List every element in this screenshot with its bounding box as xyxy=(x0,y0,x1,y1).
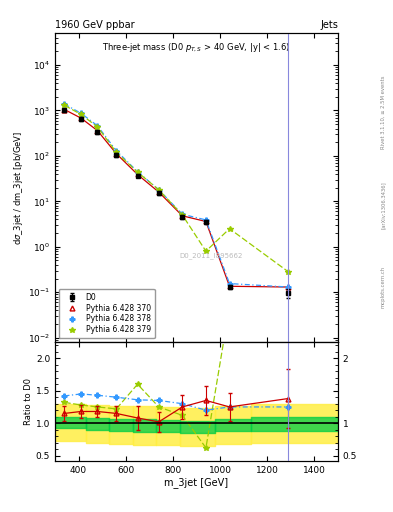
Pythia 6.428 378 xyxy=(204,217,208,223)
Text: 1960 GeV ppbar: 1960 GeV ppbar xyxy=(55,19,135,30)
Pythia 6.428 378 xyxy=(114,147,119,154)
X-axis label: m_3jet [GeV]: m_3jet [GeV] xyxy=(164,477,229,488)
Pythia 6.428 379 xyxy=(227,226,232,232)
Pythia 6.428 370 xyxy=(227,283,232,289)
Pythia 6.428 378 xyxy=(79,110,83,116)
Pythia 6.428 378 xyxy=(286,284,291,290)
Y-axis label: d$\sigma$_3jet / dm_3jet [pb/GeV]: d$\sigma$_3jet / dm_3jet [pb/GeV] xyxy=(12,131,25,245)
Pythia 6.428 370 xyxy=(180,213,185,219)
Text: mcplots.cern.ch: mcplots.cern.ch xyxy=(381,266,386,308)
Pythia 6.428 370 xyxy=(62,106,67,113)
Pythia 6.428 370 xyxy=(204,219,208,225)
Text: Rivet 3.1.10, ≥ 2.5M events: Rivet 3.1.10, ≥ 2.5M events xyxy=(381,76,386,150)
Pythia 6.428 370 xyxy=(286,284,291,290)
Line: Pythia 6.428 378: Pythia 6.428 378 xyxy=(62,102,291,289)
Pythia 6.428 378 xyxy=(95,123,100,129)
Pythia 6.428 370 xyxy=(79,115,83,121)
Line: Pythia 6.428 370: Pythia 6.428 370 xyxy=(62,107,291,289)
Pythia 6.428 378 xyxy=(180,211,185,217)
Pythia 6.428 379 xyxy=(204,248,208,254)
Legend: D0, Pythia 6.428 370, Pythia 6.428 378, Pythia 6.428 379: D0, Pythia 6.428 370, Pythia 6.428 378, … xyxy=(59,289,154,338)
Pythia 6.428 378 xyxy=(62,101,67,107)
Text: Three-jet mass (D0 $p_{T,S}$ > 40 GeV, |y| < 1.6): Three-jet mass (D0 $p_{T,S}$ > 40 GeV, |… xyxy=(103,41,290,54)
Pythia 6.428 378 xyxy=(227,281,232,287)
Line: Pythia 6.428 379: Pythia 6.428 379 xyxy=(62,102,291,274)
Pythia 6.428 379 xyxy=(156,187,161,193)
Text: [arXiv:1306.3436]: [arXiv:1306.3436] xyxy=(381,181,386,229)
Pythia 6.428 370 xyxy=(95,127,100,134)
Pythia 6.428 379 xyxy=(79,111,83,117)
Pythia 6.428 378 xyxy=(135,168,140,175)
Pythia 6.428 370 xyxy=(135,172,140,178)
Pythia 6.428 379 xyxy=(95,124,100,130)
Pythia 6.428 379 xyxy=(180,212,185,218)
Pythia 6.428 379 xyxy=(114,149,119,155)
Text: D0_2011_I895662: D0_2011_I895662 xyxy=(179,252,242,259)
Pythia 6.428 378 xyxy=(156,187,161,193)
Y-axis label: Ratio to D0: Ratio to D0 xyxy=(24,378,33,425)
Pythia 6.428 370 xyxy=(156,189,161,195)
Pythia 6.428 379 xyxy=(62,102,67,109)
Pythia 6.428 379 xyxy=(135,169,140,175)
Pythia 6.428 370 xyxy=(114,151,119,157)
Text: Jets: Jets xyxy=(320,19,338,30)
Pythia 6.428 379 xyxy=(286,269,291,275)
